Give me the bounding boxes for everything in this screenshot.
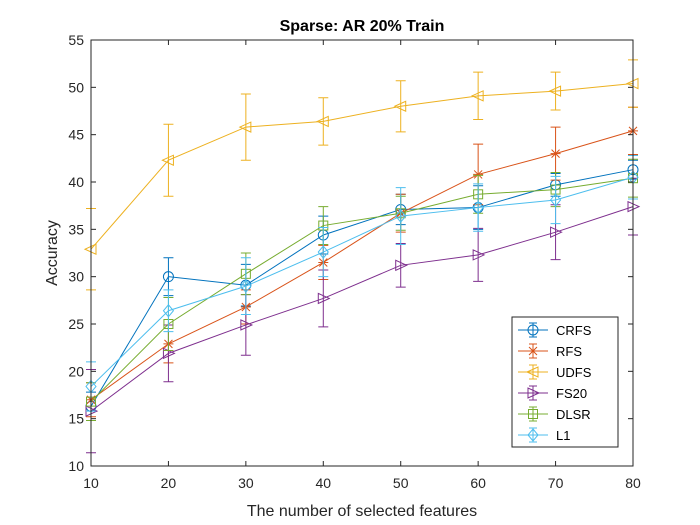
data-point-udfs xyxy=(238,121,252,133)
data-point-fs20 xyxy=(472,249,486,261)
y-tick-label: 10 xyxy=(68,458,84,474)
series-fs20 xyxy=(85,177,641,454)
data-point-fs20 xyxy=(550,226,563,238)
chart-title: Sparse: AR 20% Train xyxy=(280,18,445,35)
data-point-rfs xyxy=(550,149,561,158)
series-line-crfs xyxy=(90,169,634,407)
legend-item-crfs: CRFS xyxy=(518,322,592,338)
y-tick-label: 20 xyxy=(68,363,84,379)
y-tick-label: 45 xyxy=(68,127,84,143)
legend-marker-l1 xyxy=(527,428,539,442)
y-axis-label: Accuracy xyxy=(44,220,61,286)
x-tick-label: 40 xyxy=(315,475,331,491)
legend-item-fs20: FS20 xyxy=(518,385,587,401)
data-point-udfs xyxy=(316,115,329,128)
legend-error-bar-l1 xyxy=(529,427,537,443)
data-point-fs20 xyxy=(240,319,254,331)
legend-marker-crfs xyxy=(527,324,539,336)
legend-error-bar-fs20 xyxy=(529,385,537,401)
data-point-l1 xyxy=(472,200,484,215)
y-tick-label: 35 xyxy=(68,221,84,237)
data-point-l1 xyxy=(317,245,329,259)
series-line-udfs xyxy=(90,83,634,250)
legend-item-l1: L1 xyxy=(518,427,570,443)
legend: CRFS RFS UDFS FS20 DLSR L1 xyxy=(511,316,619,448)
series-line-rfs xyxy=(90,130,634,401)
data-point-l1 xyxy=(240,279,252,293)
x-tick-label: 50 xyxy=(393,475,409,491)
legend-item-udfs: UDFS xyxy=(518,364,592,380)
data-point-fs20 xyxy=(395,259,408,272)
legend-marker-fs20 xyxy=(527,387,541,399)
legend-marker-udfs xyxy=(525,366,539,378)
legend-box xyxy=(511,316,619,448)
y-tick-label: 50 xyxy=(68,79,84,95)
legend-label-udfs: UDFS xyxy=(556,365,592,380)
data-point-udfs xyxy=(161,154,174,167)
data-point-udfs xyxy=(393,100,407,113)
legend-label-dlsr: DLSR xyxy=(556,407,591,422)
legend-error-bar-udfs xyxy=(529,364,537,380)
x-tick-label: 30 xyxy=(238,475,254,491)
legend-item-dlsr: DLSR xyxy=(518,406,591,422)
data-point-crfs xyxy=(162,271,174,283)
legend-label-crfs: CRFS xyxy=(556,323,592,338)
data-point-udfs xyxy=(548,85,562,97)
legend-label-fs20: FS20 xyxy=(556,386,587,401)
legend-marker-rfs xyxy=(528,346,538,356)
data-point-l1 xyxy=(162,303,175,318)
x-axis-label: The number of selected features xyxy=(247,503,477,520)
y-tick-label: 30 xyxy=(68,269,84,285)
axes-frame xyxy=(90,39,634,467)
data-point-rfs xyxy=(473,170,484,179)
x-tick-label: 60 xyxy=(470,475,486,491)
x-tick-label: 80 xyxy=(625,475,641,491)
x-tick-label: 20 xyxy=(161,475,177,491)
x-tick-label: 10 xyxy=(83,475,99,491)
legend-marker-dlsr xyxy=(528,409,538,419)
legend-label-rfs: RFS xyxy=(556,344,582,359)
axes: 10 20 30 40 50 60 70 80 10 15 20 25 30 35 40 45 50 55 xyxy=(68,32,641,491)
y-tick-label: 15 xyxy=(68,411,84,427)
legend-item-rfs: RFS xyxy=(518,343,582,359)
series-line-fs20 xyxy=(90,206,634,412)
y-tick-label: 25 xyxy=(68,316,84,332)
legend-label-l1: L1 xyxy=(556,428,570,443)
x-tick-label: 70 xyxy=(548,475,564,491)
data-point-fs20 xyxy=(317,292,331,305)
data-point-l1 xyxy=(549,193,562,207)
data-point-l1 xyxy=(395,209,407,223)
y-tick-label: 55 xyxy=(68,32,84,48)
data-point-udfs xyxy=(470,90,484,102)
series-line-dlsr xyxy=(90,177,634,402)
y-tick-label: 40 xyxy=(68,174,84,190)
series-line-l1 xyxy=(90,176,634,387)
